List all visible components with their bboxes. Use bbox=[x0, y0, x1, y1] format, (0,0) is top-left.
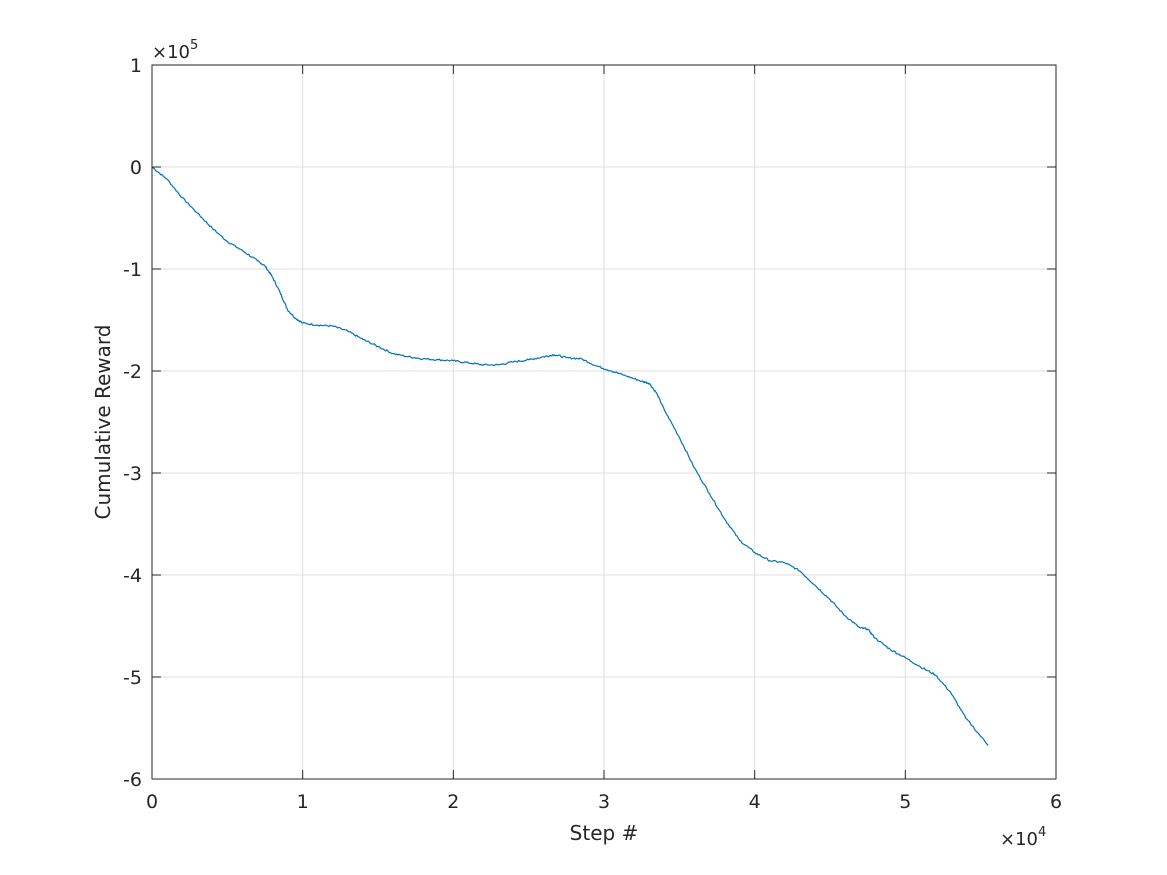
y-exponent-power: 5 bbox=[190, 38, 198, 53]
x-tick-label: 6 bbox=[1050, 791, 1062, 813]
y-tick-label: -1 bbox=[123, 259, 142, 281]
x-axis: 0 1 2 3 4 5 6 bbox=[146, 65, 1062, 813]
x-axis-label: Step # bbox=[570, 821, 639, 845]
x-tick-label: 3 bbox=[598, 791, 610, 813]
y-tick-label: -2 bbox=[123, 361, 142, 383]
y-axis-label: Cumulative Reward bbox=[91, 325, 115, 520]
y-tick-label: -5 bbox=[123, 667, 142, 689]
y-tick-label: 1 bbox=[130, 55, 142, 77]
x-tick-label: 0 bbox=[146, 791, 158, 813]
series-line bbox=[151, 166, 989, 746]
y-tick-label: -3 bbox=[123, 463, 142, 485]
x-exponent-base: 10 bbox=[1015, 829, 1038, 850]
x-tick-label: 2 bbox=[447, 791, 459, 813]
x-exponent-power: 4 bbox=[1038, 825, 1046, 840]
y-tick-label: 0 bbox=[130, 157, 142, 179]
x-tick-label: 1 bbox=[297, 791, 309, 813]
svg-text:×105: ×105 bbox=[152, 38, 198, 63]
x-tick-label: 5 bbox=[899, 791, 911, 813]
y-axis: 1 0 -1 -2 -3 -4 -5 -6 bbox=[123, 55, 1056, 791]
y-exponent-base: 10 bbox=[167, 42, 190, 63]
series-layer bbox=[151, 166, 989, 746]
svg-text:×104: ×104 bbox=[1000, 825, 1046, 850]
y-tick-label: -4 bbox=[123, 565, 142, 587]
x-exponent-label: ×104 bbox=[1000, 825, 1046, 850]
y-exponent-label: ×105 bbox=[152, 38, 198, 63]
y-tick-label: -6 bbox=[123, 769, 142, 791]
grid-lines bbox=[152, 65, 1056, 779]
x-tick-label: 4 bbox=[749, 791, 761, 813]
